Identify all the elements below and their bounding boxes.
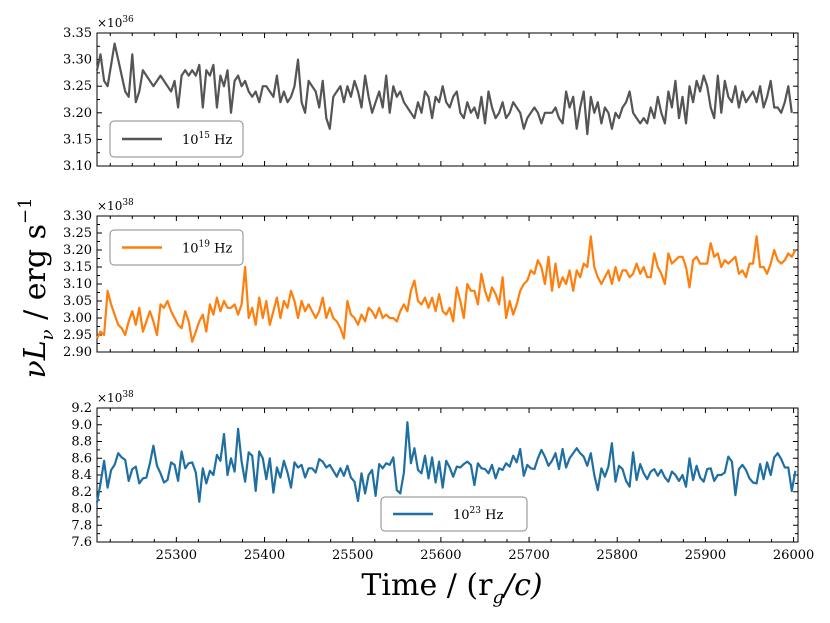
series-line xyxy=(95,421,797,503)
y-tick-label: 3.20 xyxy=(63,106,92,121)
y-tick-label: 2.90 xyxy=(63,345,92,360)
y-tick-label: 3.15 xyxy=(63,260,92,275)
y-tick-label: 3.00 xyxy=(63,311,92,326)
y-tick-label: 9.0 xyxy=(71,418,92,433)
x-tick-label: 25600 xyxy=(420,548,461,563)
y-tick-label: 3.30 xyxy=(63,53,92,68)
exponent-label: ×1036 xyxy=(97,15,134,30)
legend: 1015 Hz xyxy=(109,120,244,158)
y-tick-label: 3.05 xyxy=(63,294,92,309)
series-line xyxy=(96,235,797,343)
panel-bottom: 7.6 7.88.0 8.2 8.4 8.68.8 9.0 9.2 25300 25400 255… xyxy=(71,390,814,563)
y-tick-label: 8.2 xyxy=(71,485,92,500)
y-tick-label: 7.8 xyxy=(71,518,92,533)
x-tick-label: 26000 xyxy=(773,548,814,563)
y-tick-label: 3.30 xyxy=(63,209,92,224)
y-tick-label: 3.10 xyxy=(63,277,92,292)
y-axis-label: νLν / erg s−1 xyxy=(15,197,58,378)
x-tick-label: 25400 xyxy=(244,548,285,563)
y-tick-label: 3.15 xyxy=(63,132,92,147)
y-tick-label: 8.0 xyxy=(71,502,92,517)
legend-label: 1019 Hz xyxy=(182,240,232,257)
series-line xyxy=(95,42,793,136)
legend: 1019 Hz xyxy=(109,229,244,266)
x-tick-label: 25800 xyxy=(597,548,638,563)
y-tick-label: 7.6 xyxy=(71,535,92,550)
panel-top: 3.10 3.15 3.20 3.25 3.30 3.35 ×1036 1015 Hz xyxy=(63,15,799,174)
legend-label: 1015 Hz xyxy=(182,131,232,148)
y-tick-label: 3.25 xyxy=(63,79,92,94)
legend: 1023 Hz xyxy=(380,496,528,532)
panel-middle: 2.90 2.95 3.00 3.05 3.10 3.15 3.20 3.25 3.30 ×103… xyxy=(63,198,799,360)
x-tick-label: 25300 xyxy=(156,548,197,563)
y-tick-label: 3.35 xyxy=(63,26,92,41)
y-tick-label: 8.8 xyxy=(71,435,92,450)
x-tick-label: 25500 xyxy=(332,548,373,563)
legend-box xyxy=(109,120,244,158)
y-tick-label: 9.2 xyxy=(71,401,92,416)
x-tick-label: 25700 xyxy=(508,548,549,563)
exponent-label: ×1038 xyxy=(97,390,134,405)
y-tick-label: 8.4 xyxy=(71,468,92,483)
legend-box xyxy=(109,229,244,266)
x-axis-label: Time / (rg/c) xyxy=(361,568,542,608)
y-tick-label: 3.10 xyxy=(63,159,92,174)
y-tick-label: 2.95 xyxy=(63,328,92,343)
exponent-label: ×1038 xyxy=(97,198,134,213)
y-tick-label: 3.20 xyxy=(63,243,92,258)
x-tick-label: 25900 xyxy=(685,548,726,563)
legend-box xyxy=(380,496,528,532)
legend-label: 1023 Hz xyxy=(453,506,503,523)
y-tick-label: 8.6 xyxy=(71,451,92,466)
y-tick-label: 3.25 xyxy=(63,226,92,241)
